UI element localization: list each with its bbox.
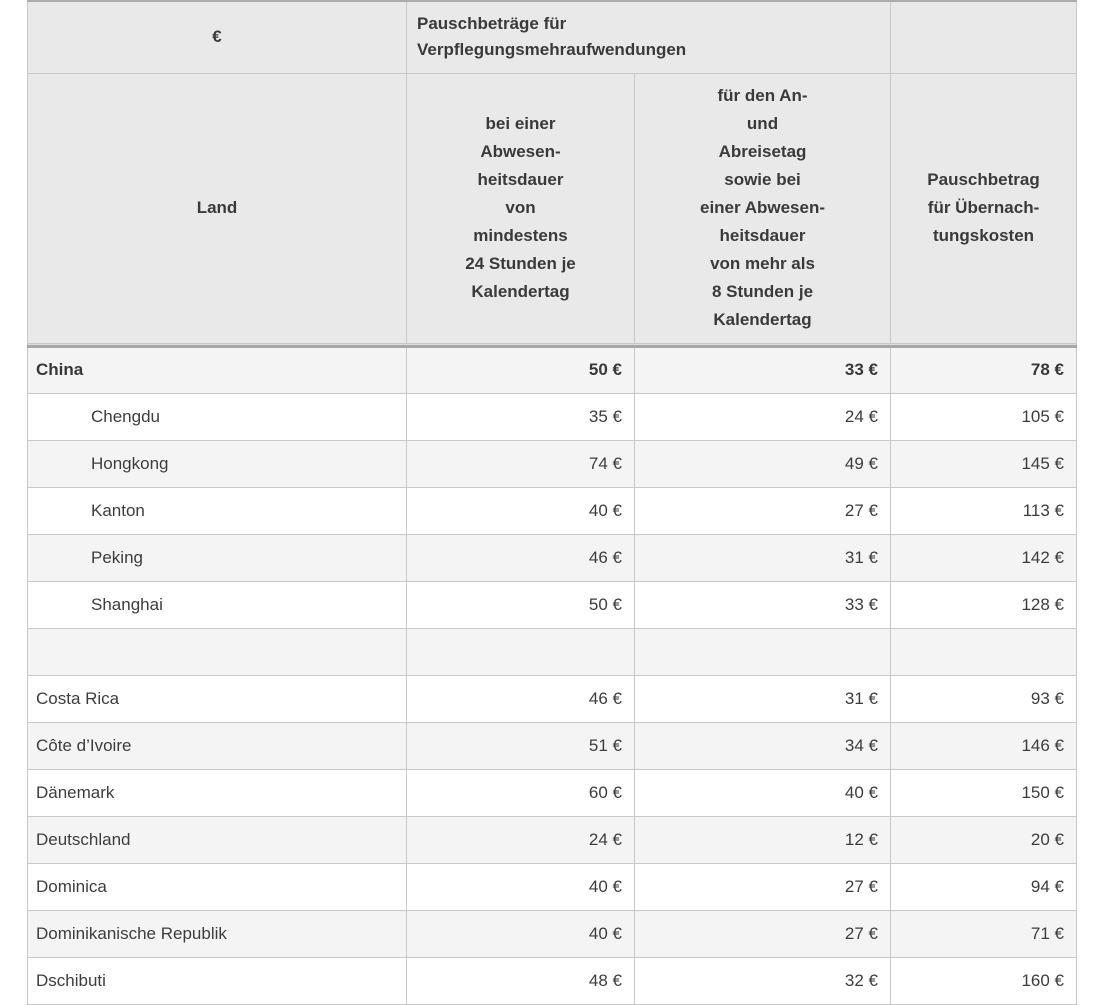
- table-row: Hongkong 74 € 49 € 145 €: [27, 439, 1078, 488]
- country-cell: Hongkong: [27, 439, 407, 488]
- country-cell: Shanghai: [27, 580, 407, 629]
- allowance-8h-cell: 12 €: [633, 815, 892, 864]
- country-cell: Chengdu: [27, 392, 407, 441]
- table-row: Dschibuti 48 € 32 € 160 €: [27, 956, 1078, 1005]
- allowance-8h-cell: 32 €: [633, 956, 892, 1005]
- allowance-8h-cell: 27 €: [633, 862, 892, 911]
- lodging-cell: 160 €: [890, 956, 1078, 1005]
- allowance-8h-cell: 34 €: [633, 721, 892, 770]
- table-row: China 50 € 33 € 78 €: [27, 345, 1078, 394]
- table-row: Côte d’Ivoire 51 € 34 € 146 €: [27, 721, 1078, 770]
- table-row: Deutschland 24 € 12 € 20 €: [27, 815, 1078, 864]
- allowance-24h-cell: 46 €: [406, 674, 635, 723]
- allowance-24h-cell: 51 €: [406, 721, 635, 770]
- allowance-24h-cell: 40 €: [406, 909, 635, 958]
- lodging-cell: 105 €: [890, 392, 1078, 441]
- lodging-cell: 142 €: [890, 533, 1078, 582]
- allowance-24h-cell: 40 €: [406, 486, 635, 535]
- allowance-24h-cell: 40 €: [406, 862, 635, 911]
- table-body: China 50 € 33 € 78 € Chengdu 35 € 24 € 1…: [27, 345, 1078, 1005]
- per-diem-rates-table: € Pauschbeträge für Verpflegungsmehraufw…: [26, 0, 1078, 1005]
- table-row: Dominikanische Republik 40 € 27 € 71 €: [27, 909, 1078, 958]
- allowance-24h-cell: 46 €: [406, 533, 635, 582]
- allowance-8h-cell: 33 €: [633, 580, 892, 629]
- document-page: € Pauschbeträge für Verpflegungsmehraufw…: [26, 0, 1078, 1005]
- currency-header-cell: €: [27, 0, 407, 74]
- allowance-8h-cell: 49 €: [633, 439, 892, 488]
- allowance-8h-cell: 33 €: [633, 345, 892, 394]
- lodging-cell: 20 €: [890, 815, 1078, 864]
- country-cell: Costa Rica: [27, 674, 407, 723]
- allowance-8h-column-header: für den An- und Abreisetag sowie bei ein…: [633, 72, 892, 344]
- table-header: € Pauschbeträge für Verpflegungsmehraufw…: [26, 0, 1078, 348]
- blank-header-cell: [890, 0, 1078, 74]
- allowance-8h-cell: [633, 627, 892, 676]
- country-cell: China: [27, 345, 407, 394]
- allowance-8h-cell: 27 €: [633, 486, 892, 535]
- lodging-cell: [890, 627, 1078, 676]
- lodging-cell: 93 €: [890, 674, 1078, 723]
- country-cell: Dschibuti: [27, 956, 407, 1005]
- lodging-cell: 78 €: [890, 345, 1078, 394]
- table-row: [27, 627, 1078, 676]
- lodging-cell: 71 €: [890, 909, 1078, 958]
- allowance-24h-cell: 48 €: [406, 956, 635, 1005]
- country-cell: Côte d’Ivoire: [27, 721, 407, 770]
- allowance-24h-cell: 35 €: [406, 392, 635, 441]
- table-row: Costa Rica 46 € 31 € 93 €: [27, 674, 1078, 723]
- header-group-row: € Pauschbeträge für Verpflegungsmehraufw…: [27, 0, 1078, 74]
- country-cell: Dänemark: [27, 768, 407, 817]
- header-separator-band: [26, 342, 1078, 348]
- table-row: Peking 46 € 31 € 142 €: [27, 533, 1078, 582]
- header-separator: [26, 342, 1078, 348]
- table-row: Dominica 40 € 27 € 94 €: [27, 862, 1078, 911]
- country-cell: Deutschland: [27, 815, 407, 864]
- lodging-cell: 94 €: [890, 862, 1078, 911]
- allowance-24h-column-header: bei einer Abwesen- heitsdauer von mindes…: [406, 72, 635, 344]
- lodging-cell: 146 €: [890, 721, 1078, 770]
- allowance-24h-cell: 24 €: [406, 815, 635, 864]
- table-row: Shanghai 50 € 33 € 128 €: [27, 580, 1078, 629]
- table-row: Dänemark 60 € 40 € 150 €: [27, 768, 1078, 817]
- country-cell: Dominikanische Republik: [27, 909, 407, 958]
- lodging-cell: 150 €: [890, 768, 1078, 817]
- lodging-cell: 145 €: [890, 439, 1078, 488]
- lodging-column-header: Pauschbetrag für Übernach- tungskosten: [890, 72, 1078, 344]
- lodging-cell: 128 €: [890, 580, 1078, 629]
- country-cell: [27, 627, 407, 676]
- allowance-8h-cell: 27 €: [633, 909, 892, 958]
- allowance-24h-cell: [406, 627, 635, 676]
- country-cell: Kanton: [27, 486, 407, 535]
- allowance-8h-cell: 31 €: [633, 533, 892, 582]
- lodging-cell: 113 €: [890, 486, 1078, 535]
- allowance-24h-cell: 74 €: [406, 439, 635, 488]
- land-column-header: Land: [27, 72, 407, 344]
- header-columns-row: Land bei einer Abwesen- heitsdauer von m…: [27, 72, 1078, 344]
- country-cell: Dominica: [27, 862, 407, 911]
- table-row: Chengdu 35 € 24 € 105 €: [27, 392, 1078, 441]
- allowance-24h-cell: 60 €: [406, 768, 635, 817]
- allowance-8h-cell: 40 €: [633, 768, 892, 817]
- country-cell: Peking: [27, 533, 407, 582]
- allowance-24h-cell: 50 €: [406, 345, 635, 394]
- allowance-8h-cell: 31 €: [633, 674, 892, 723]
- allowance-24h-cell: 50 €: [406, 580, 635, 629]
- table-row: Kanton 40 € 27 € 113 €: [27, 486, 1078, 535]
- meal-allowance-group-header: Pauschbeträge für Verpflegungsmehraufwen…: [405, 0, 892, 74]
- allowance-8h-cell: 24 €: [633, 392, 892, 441]
